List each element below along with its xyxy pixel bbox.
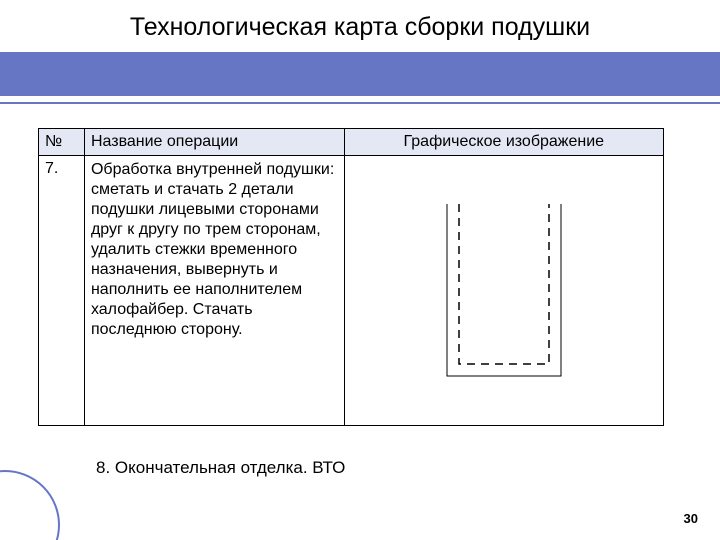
slide: Технологическая карта сборки подушки № Н…	[0, 0, 720, 540]
cell-description-lead: Обработка внутренней подушки	[91, 161, 330, 178]
cell-description-rest: : сметать и стачать 2 детали подушки лиц…	[91, 161, 334, 338]
page-number: 30	[684, 511, 698, 526]
pillow-diagram	[429, 196, 579, 386]
header-band	[0, 52, 720, 96]
cell-num: 7.	[39, 156, 85, 426]
header-name: Название операции	[84, 129, 344, 156]
cell-description: Обработка внутренней подушки: сметать и …	[84, 156, 344, 426]
header-num: №	[39, 129, 85, 156]
slide-title: Технологическая карта сборки подушки	[0, 12, 720, 42]
process-table: № Название операции Графическое изображе…	[38, 128, 664, 426]
table-row: 7. Обработка внутренней подушки: сметать…	[39, 156, 664, 426]
decorative-circle	[0, 470, 60, 540]
table-header-row: № Название операции Графическое изображе…	[39, 129, 664, 156]
header-graphic: Графическое изображение	[344, 129, 663, 156]
footer-note: 8. Окончательная отделка. ВТО	[96, 458, 345, 478]
header-underline	[0, 102, 720, 104]
cell-graphic	[344, 156, 663, 426]
